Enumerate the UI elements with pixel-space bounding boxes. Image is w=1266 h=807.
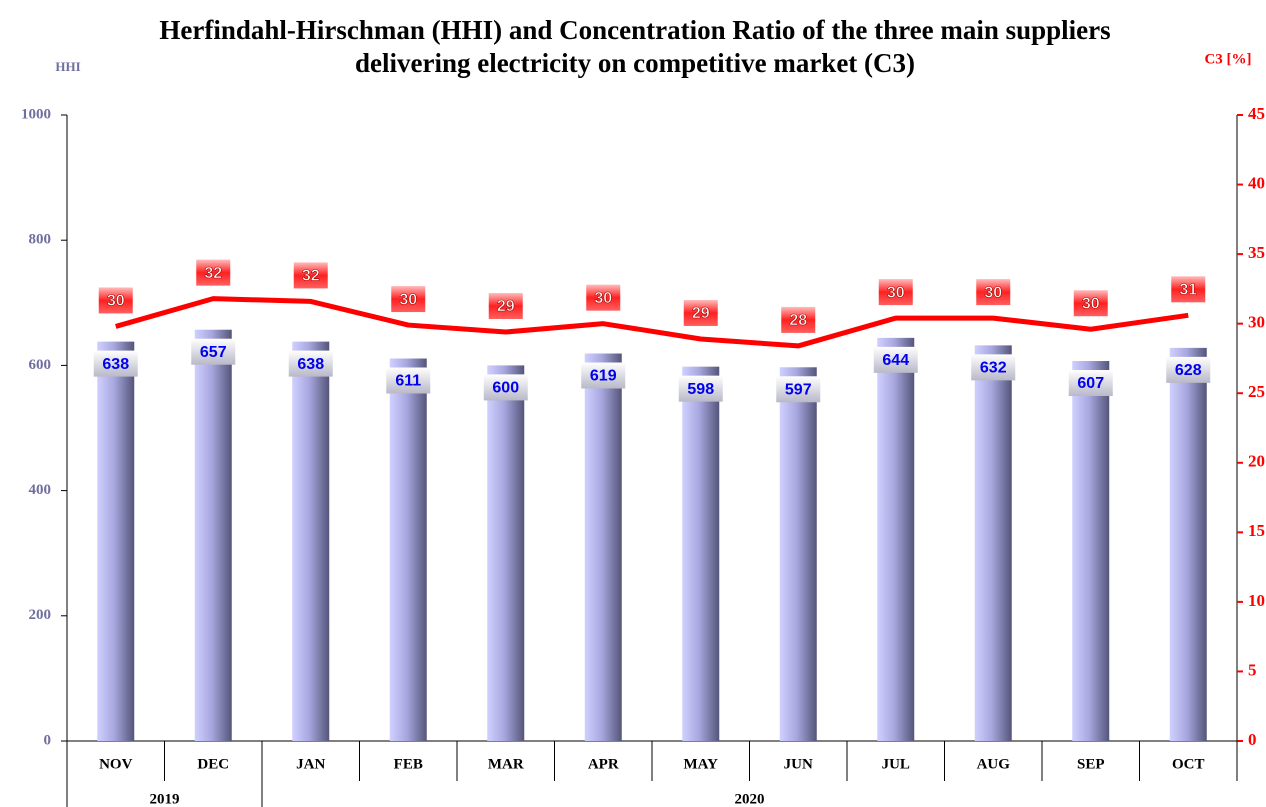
line-label: 29	[692, 305, 710, 322]
bar-label-box	[191, 338, 236, 365]
line-label: 28	[789, 312, 807, 329]
bar	[487, 365, 525, 741]
bar	[194, 329, 232, 741]
y-tick-label: 0	[44, 732, 52, 748]
line-label-box	[586, 284, 621, 311]
y-axis-label: HHI	[55, 59, 80, 74]
bar-label: 611	[395, 373, 421, 390]
x-tick-label: JAN	[296, 756, 325, 772]
bar-label: 597	[785, 381, 812, 398]
bar-label-box	[483, 374, 528, 401]
y2-axis-label: C3 [%]	[1204, 51, 1251, 67]
line-label: 32	[302, 268, 320, 285]
bar-label-box	[93, 350, 138, 377]
bar	[779, 367, 817, 741]
bar	[974, 345, 1012, 741]
line-label: 30	[594, 290, 612, 307]
y2-tick-label: 45	[1248, 104, 1265, 123]
line-label: 30	[107, 293, 125, 310]
bar-label: 598	[687, 381, 714, 398]
bar-label: 607	[1077, 375, 1104, 392]
line-label-box	[781, 306, 816, 333]
x-tick-label: MAY	[684, 756, 719, 772]
bar-label-box	[1068, 370, 1113, 397]
x-tick-label: SEP	[1077, 756, 1105, 772]
y-tick-label: 800	[29, 232, 52, 248]
y2-tick-label: 15	[1248, 521, 1265, 540]
bar-label-box	[971, 354, 1016, 381]
line-label-box	[1171, 276, 1206, 303]
bar-label: 628	[1175, 362, 1202, 379]
line-label-box	[683, 299, 718, 326]
x-tick-label: MAR	[488, 756, 524, 772]
bar-label: 638	[102, 356, 129, 373]
line-label: 30	[887, 284, 905, 301]
line-label: 31	[1179, 282, 1197, 299]
line-label-box	[488, 293, 523, 320]
chart-title: Herfindahl-Hirschman (HHI) and Concentra…	[159, 15, 1111, 78]
y2-tick-label: 20	[1248, 452, 1265, 471]
x-tick-label: JUL	[882, 756, 910, 772]
line-label-box	[1073, 290, 1108, 317]
line-label: 30	[1082, 295, 1100, 312]
y-tick-label: 400	[29, 482, 52, 498]
y2-tick-label: 0	[1248, 730, 1257, 749]
y-tick-label: 200	[29, 607, 52, 623]
bar	[682, 366, 720, 741]
group-label: 2020	[735, 791, 765, 807]
bar-label-box	[678, 375, 723, 402]
x-tick-label: OCT	[1172, 756, 1205, 772]
line	[115, 296, 1189, 349]
y-tick-label: 1000	[21, 106, 51, 122]
bar-label: 600	[492, 380, 519, 397]
line-label: 32	[204, 265, 222, 282]
bar-label: 657	[200, 344, 227, 361]
y2-tick-label: 25	[1248, 382, 1265, 401]
bar	[292, 341, 330, 741]
group-label: 2019	[150, 791, 180, 807]
bar-label-box	[776, 376, 821, 403]
bar-label-box	[581, 362, 626, 389]
bar	[1169, 347, 1207, 741]
y2-tick-label: 30	[1248, 313, 1265, 332]
y-tick-label: 600	[29, 357, 52, 373]
y2-tick-label: 10	[1248, 591, 1265, 610]
bar	[1072, 361, 1110, 741]
line-label-box	[98, 287, 133, 314]
line-label-box	[976, 279, 1011, 306]
line-label: 30	[984, 284, 1002, 301]
bar-label-box	[288, 350, 333, 377]
y2-tick-label: 5	[1248, 660, 1257, 679]
line-label-box	[878, 279, 913, 306]
y2-tick-label: 40	[1248, 173, 1265, 192]
bar	[584, 353, 622, 741]
x-tick-label: DEC	[197, 756, 229, 772]
bar-label: 644	[882, 352, 909, 369]
line-label: 30	[399, 291, 417, 308]
line-label-box	[196, 259, 231, 286]
x-tick-label: NOV	[99, 756, 133, 772]
x-tick-label: AUG	[977, 756, 1011, 772]
line-label-box	[293, 262, 328, 289]
bar-label-box	[386, 367, 431, 394]
bar-label-box	[1166, 356, 1211, 383]
bar-label: 632	[980, 360, 1007, 377]
bar	[97, 341, 135, 741]
x-tick-label: APR	[588, 756, 619, 772]
line-label: 29	[497, 298, 515, 315]
bar-label-box	[873, 346, 918, 373]
y2-tick-label: 35	[1248, 243, 1265, 262]
bar	[877, 337, 915, 741]
line-label-box	[391, 286, 426, 313]
x-tick-label: FEB	[394, 756, 423, 772]
bar-label: 619	[590, 368, 617, 385]
bar-label: 638	[297, 356, 324, 373]
bar	[389, 358, 427, 741]
x-tick-label: JUN	[784, 756, 813, 772]
